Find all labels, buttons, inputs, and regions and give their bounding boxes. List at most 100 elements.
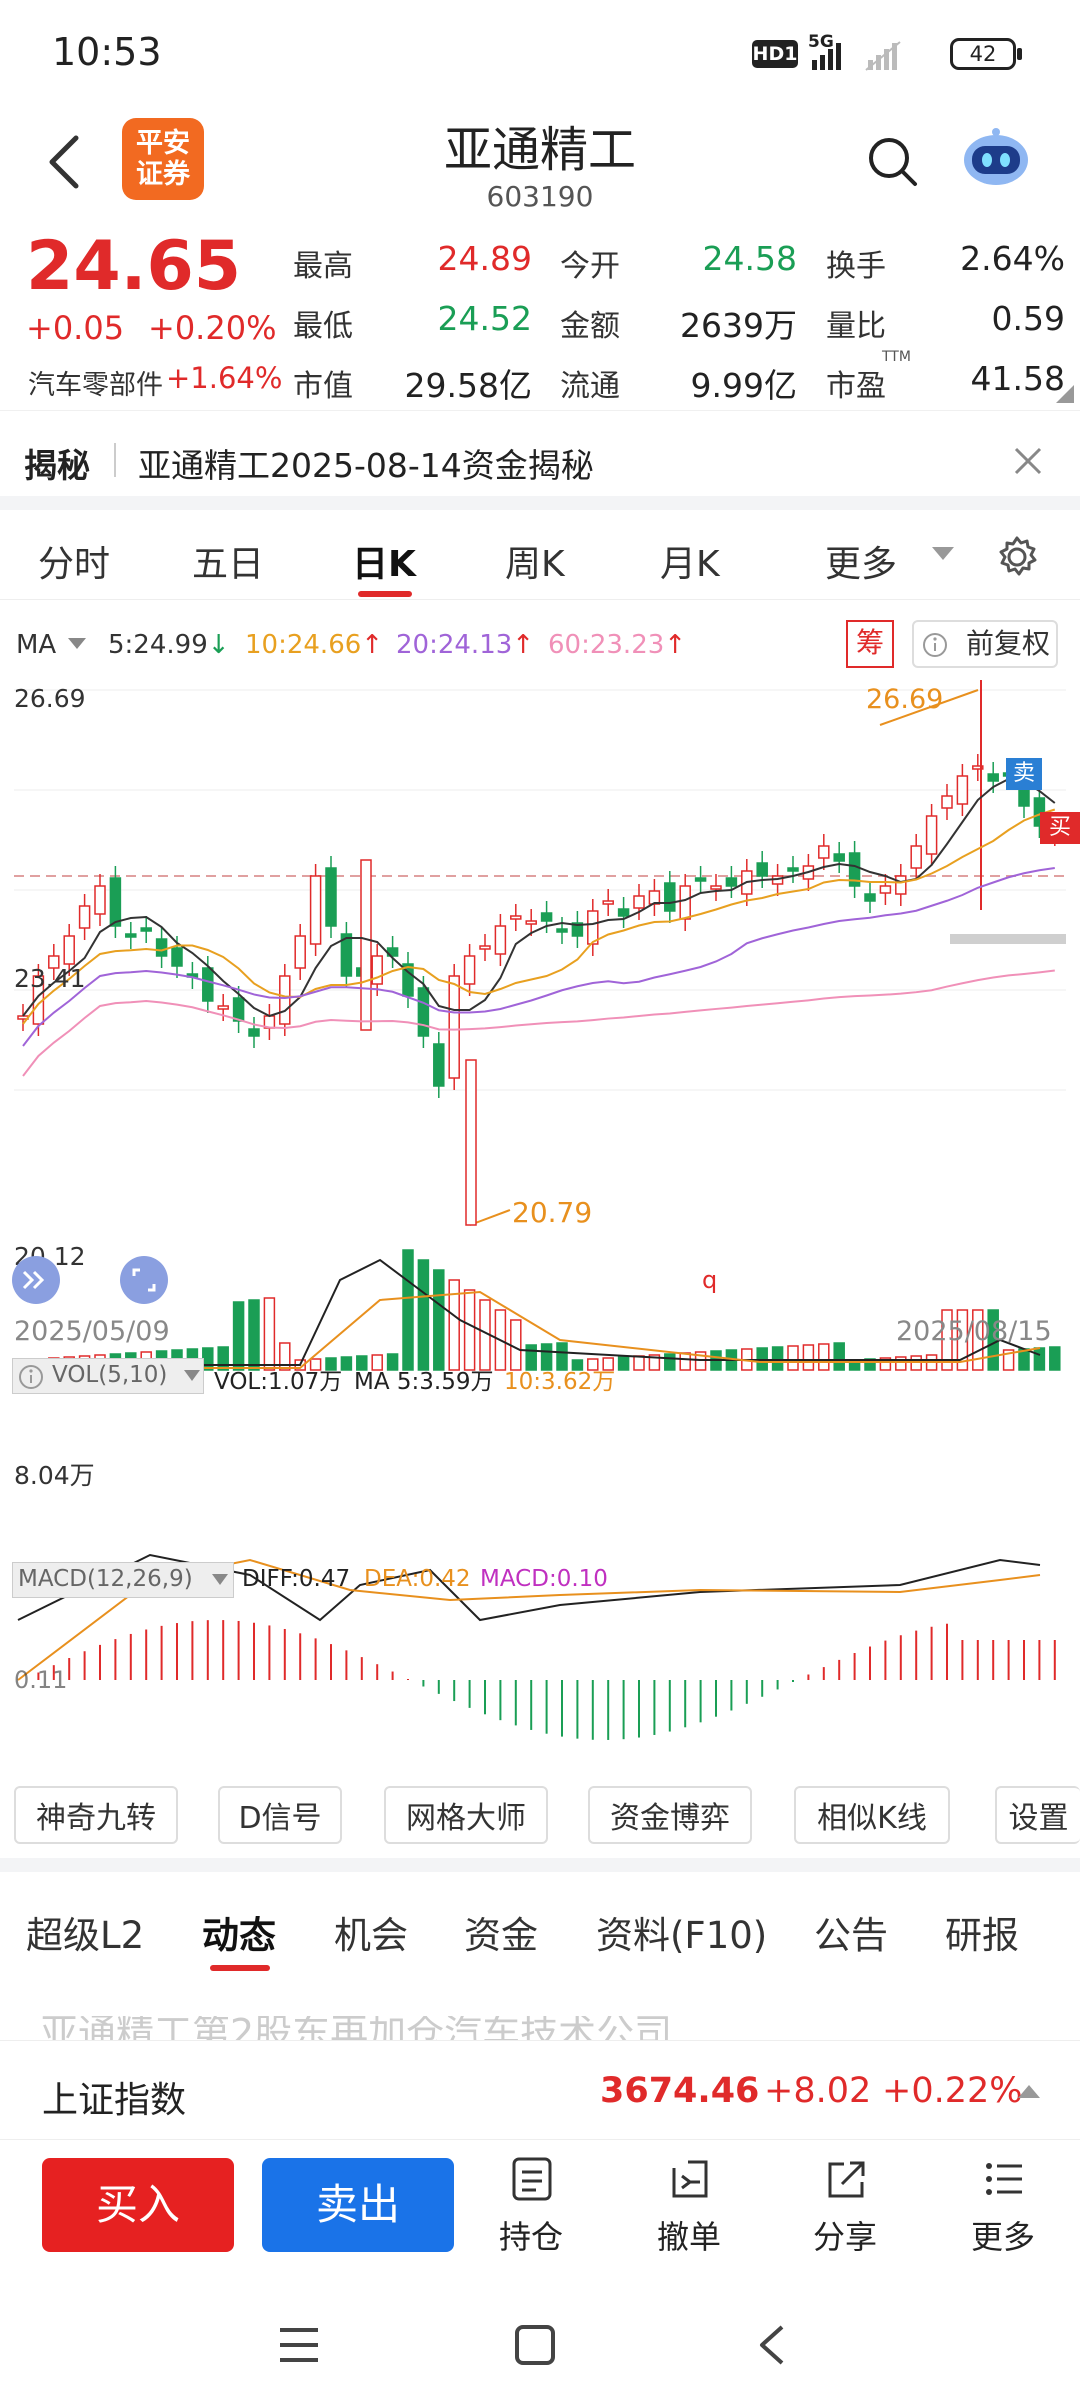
tab-daily-k[interactable]: 日K (352, 544, 416, 585)
robot-assistant-icon[interactable] (958, 124, 1034, 190)
candle-body (309, 875, 322, 945)
volume-bar (232, 1301, 245, 1371)
network-label: 5G (808, 32, 834, 52)
notice-text[interactable]: 亚通精工2025-08-14资金揭秘 (138, 446, 594, 485)
expand-arrows-icon[interactable] (10, 1254, 62, 1306)
candle-body (371, 955, 383, 985)
sell-signal-badge[interactable]: 卖 (1006, 758, 1042, 790)
broker-logo: 平安 证券 (122, 118, 204, 200)
candle-body (633, 895, 645, 909)
tab-capital[interactable]: 资金 (464, 1914, 538, 1957)
tab-intraday[interactable]: 分时 (38, 544, 111, 585)
tab-news[interactable]: 动态 (202, 1914, 276, 1957)
tool-settings[interactable]: 设置 (995, 1786, 1080, 1844)
volume-bar (771, 1346, 784, 1371)
volume-bar (648, 1354, 661, 1371)
fullscreen-icon[interactable] (118, 1254, 170, 1306)
fund-notice-bar[interactable]: 揭秘 亚通精工2025-08-14资金揭秘 (0, 410, 1080, 510)
sector-name[interactable]: 汽车零部件 (28, 370, 163, 401)
vol-ma5: MA 5:3.59万 (354, 1369, 494, 1395)
tool-capital-game[interactable]: 资金博弈 (588, 1786, 752, 1844)
candle-body (417, 987, 430, 1037)
tool-grid-master[interactable]: 网格大师 (384, 1786, 548, 1844)
sell-button[interactable]: 卖出 (262, 2158, 454, 2252)
candle-body (463, 955, 476, 985)
ma-label[interactable]: MA (16, 630, 57, 660)
menu-nav-icon[interactable] (278, 2326, 320, 2364)
ma10-line (22, 808, 1056, 1025)
more-button[interactable]: 更多 (958, 2152, 1048, 2262)
back-arrow-icon[interactable] (44, 132, 84, 192)
label-low: 最低 (293, 309, 353, 344)
macd-dropdown-icon[interactable] (212, 1574, 228, 1586)
candle-body (556, 928, 568, 933)
search-icon[interactable] (865, 134, 921, 190)
volume-bar (679, 1352, 691, 1371)
candle-body (787, 867, 799, 872)
volume-bar (279, 1342, 291, 1371)
vol-indicator-selector[interactable] (12, 1358, 204, 1394)
tab-more[interactable]: 更多 (825, 544, 898, 585)
buy-signal-badge[interactable]: 买 (1040, 812, 1080, 844)
volume-bar (833, 1342, 845, 1371)
expand-corner-icon[interactable] (1056, 385, 1074, 403)
event-marker-q[interactable]: q (702, 1266, 718, 1294)
cancel-order-icon (672, 2160, 708, 2198)
ma5-value: 5:24.99↓ (108, 630, 230, 660)
vol-dropdown-icon[interactable] (184, 1370, 200, 1382)
volume-bar (386, 1353, 399, 1371)
settings-gear-icon[interactable] (995, 535, 1039, 579)
close-icon[interactable] (1012, 445, 1044, 477)
chip-distribution-button[interactable]: 筹 (846, 620, 894, 668)
candle-body (171, 947, 183, 967)
more-dropdown-icon[interactable] (932, 547, 954, 561)
tab-f10[interactable]: 资料(F10) (596, 1914, 768, 1957)
volume-bar (802, 1344, 815, 1371)
status-bar: 10:53 HD1 5G 42 (0, 0, 1080, 100)
candle-body (571, 922, 584, 937)
tab-weekly-k[interactable]: 周K (505, 544, 565, 585)
volume-bar (448, 1279, 460, 1371)
candle-body (510, 915, 522, 920)
buy-button[interactable]: 买入 (42, 2158, 234, 2252)
tool-similar-kline[interactable]: 相似K线 (794, 1786, 950, 1844)
tab-monthly-k[interactable]: 月K (660, 544, 720, 585)
share-icon (828, 2161, 865, 2198)
news-peek[interactable]: 亚通精工第2股东再加仓汽车技术公司 (40, 2016, 1080, 2040)
macd-indicator-selector[interactable] (12, 1562, 234, 1598)
adjust-price-button[interactable]: 前复权 (912, 620, 1058, 668)
battery-level: 42 (969, 42, 997, 66)
cancel-order-label: 撤单 (656, 2218, 721, 2256)
index-ticker-bar[interactable]: 上证指数 3674.46 +8.02 +0.22% (0, 2040, 1080, 2140)
info-section-tabs: 超级L2 动态 机会 资金 资料(F10) 公告 研报 (0, 1875, 1080, 1975)
hold-button[interactable]: 持仓 (486, 2152, 576, 2262)
label-turnover: 换手 (826, 249, 886, 284)
cancel-order-button[interactable]: 撤单 (644, 2152, 734, 2262)
tab-super-l2[interactable]: 超级L2 (26, 1914, 145, 1957)
candle-body (109, 877, 122, 927)
value-volume-ratio: 0.59 (991, 299, 1065, 338)
candle-body (987, 773, 999, 782)
expand-up-icon[interactable] (1018, 2085, 1040, 2099)
tool-d-signal[interactable]: D信号 (218, 1786, 342, 1844)
volume-bar (463, 1289, 476, 1371)
back-nav-icon[interactable] (756, 2324, 786, 2366)
tab-announcement[interactable]: 公告 (814, 1914, 888, 1957)
ma20-up-arrow: ↑ (512, 630, 535, 660)
volume-bar (1033, 1347, 1046, 1371)
candle-body (279, 975, 291, 1025)
index-value: 3674.46 (600, 2071, 760, 2111)
ma-dropdown-icon[interactable] (68, 638, 86, 650)
tab-five-day[interactable]: 五日 (192, 544, 265, 585)
tab-research[interactable]: 研报 (945, 1914, 1019, 1957)
kline-chart-area[interactable]: MA 5:24.99↓ 10:24.66↑ 20:24.13↑ 60:23.23… (0, 600, 1080, 1780)
stock-code: 603190 (486, 180, 594, 213)
home-nav-icon[interactable] (514, 2324, 556, 2366)
share-button[interactable]: 分享 (800, 2152, 890, 2262)
ma10-value: 10:24.66↑ (245, 630, 383, 660)
candle-body (494, 925, 507, 955)
kline-svg[interactable] (0, 680, 1080, 1780)
tab-opportunity[interactable]: 机会 (334, 1914, 408, 1957)
vol-ma10: 10:3.62万 (504, 1369, 616, 1395)
tool-magic-nine[interactable]: 神奇九转 (14, 1786, 178, 1844)
